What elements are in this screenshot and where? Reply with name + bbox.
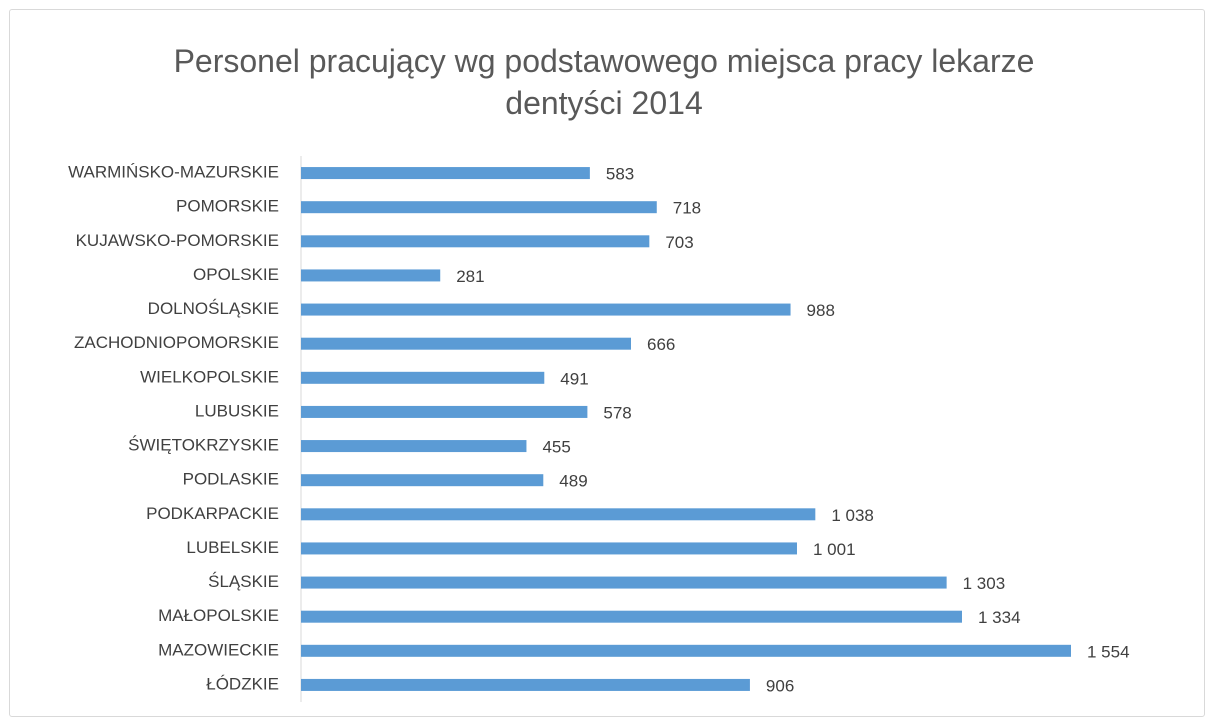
bar — [301, 576, 947, 589]
data-label: 666 — [647, 335, 675, 354]
chart-frame — [9, 9, 1205, 717]
data-label: 906 — [766, 676, 794, 695]
bar — [301, 167, 590, 180]
y-tick-label: MAZOWIECKIE — [158, 640, 279, 659]
chart-title: Personel pracujący wg podstawowego miejs… — [173, 43, 1035, 121]
data-label: 988 — [807, 301, 835, 320]
y-tick-label: LUBELSKIE — [186, 538, 279, 557]
y-tick-label: PODLASKIE — [183, 470, 279, 489]
data-label: 455 — [542, 438, 570, 457]
bar — [301, 610, 962, 623]
data-label: 1 334 — [978, 608, 1021, 627]
bar — [301, 644, 1071, 657]
y-tick-label: POMORSKIE — [176, 197, 279, 216]
bar — [301, 678, 750, 691]
data-label: 281 — [456, 267, 484, 286]
bar — [301, 337, 631, 350]
y-tick-label: MAŁOPOLSKIE — [158, 606, 279, 625]
y-tick-label: KUJAWSKO-POMORSKIE — [76, 231, 279, 250]
data-label: 1 038 — [831, 506, 874, 525]
bar — [301, 269, 441, 282]
data-label: 1 554 — [1087, 642, 1130, 661]
y-tick-label: ŚLĄSKIE — [208, 572, 279, 591]
y-tick-label: DOLNOŚLĄSKIE — [148, 299, 279, 318]
y-tick-label: LUBUSKIE — [195, 401, 279, 420]
y-tick-label: PODKARPACKIE — [146, 504, 279, 523]
bar — [301, 440, 527, 453]
data-label: 578 — [603, 403, 631, 422]
bar — [301, 508, 816, 521]
data-label: 718 — [673, 199, 701, 218]
y-tick-label: ŁÓDZKIE — [206, 674, 279, 693]
y-tick-label: WARMIŃSKO-MAZURSKIE — [68, 163, 279, 182]
bar — [301, 405, 588, 418]
bar — [301, 303, 791, 316]
y-tick-label: OPOLSKIE — [193, 265, 279, 284]
bar — [301, 235, 650, 248]
data-label: 1 303 — [963, 574, 1006, 593]
bar — [301, 542, 797, 555]
bar — [301, 201, 657, 214]
data-label: 583 — [606, 165, 634, 184]
y-tick-label: ŚWIĘTOKRZYSKIE — [128, 436, 279, 455]
bar — [301, 474, 544, 487]
data-label: 703 — [665, 233, 693, 252]
y-tick-label: ZACHODNIOPOMORSKIE — [74, 333, 279, 352]
y-tick-label: WIELKOPOLSKIE — [140, 367, 279, 386]
bar — [301, 371, 545, 384]
data-label: 491 — [560, 369, 588, 388]
data-label: 489 — [559, 472, 587, 491]
data-label: 1 001 — [813, 540, 856, 559]
